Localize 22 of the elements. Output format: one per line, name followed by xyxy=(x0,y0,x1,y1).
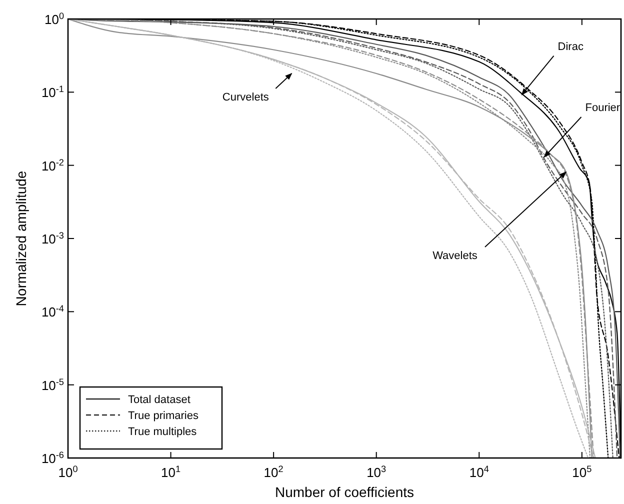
y-tick-label: 10$^{-5}$ xyxy=(41,376,64,393)
x-axis-title: Number of coefficients xyxy=(274,484,414,500)
y-tick-label: 10$^{-1}$ xyxy=(41,84,64,100)
x-tick-label: 10$^{3}$ xyxy=(366,464,386,480)
y-tick-label: 10$^{-3}$ xyxy=(41,230,64,246)
legend-label: True primaries xyxy=(128,410,199,422)
y-tick-label: 10$^{-6}$ xyxy=(41,450,64,466)
y-tick-label: 10$^{-2}$ xyxy=(41,157,64,174)
x-tick-label: 10$^{5}$ xyxy=(572,464,592,480)
annotation: Fourier xyxy=(585,102,620,114)
legend-label: Total dataset xyxy=(128,394,190,406)
x-tick-label: 10$^{0}$ xyxy=(58,464,78,480)
x-tick-label: 10$^{2}$ xyxy=(264,464,284,480)
legend-label: True multiples xyxy=(128,426,198,438)
x-tick-label: 10$^{1}$ xyxy=(161,464,181,480)
annotation: Curvelets xyxy=(222,91,270,104)
y-axis-title: Normalized amplitude xyxy=(13,170,29,306)
x-tick-label: 10$^{4}$ xyxy=(469,464,489,480)
annotation: Wavelets xyxy=(432,250,478,262)
y-tick-label: 10$^{-4}$ xyxy=(41,304,64,320)
y-tick-label: 10$^{0}$ xyxy=(44,11,64,27)
annotation: Dirac xyxy=(558,40,584,53)
